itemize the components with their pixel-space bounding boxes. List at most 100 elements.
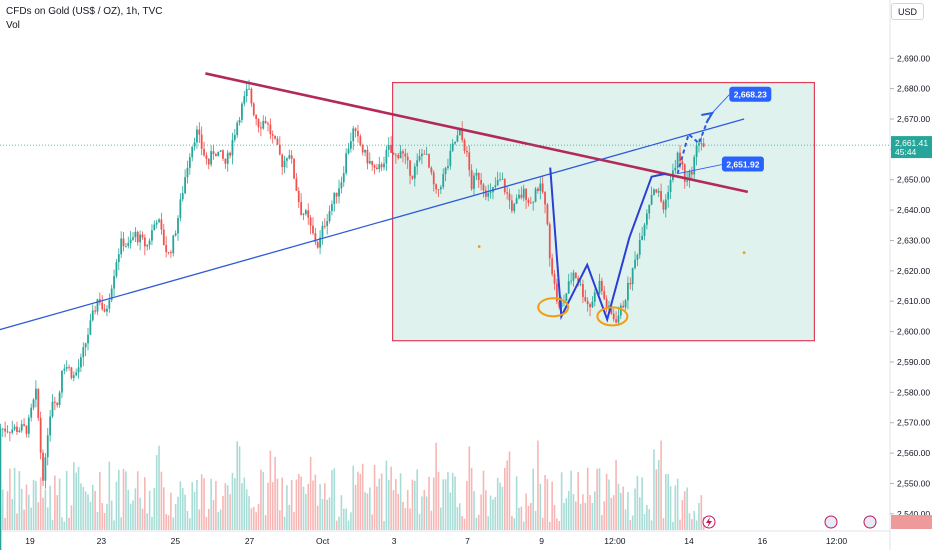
volume-bar: [520, 506, 523, 530]
candle-body: [274, 135, 276, 139]
us-flag-event-icon: [824, 515, 838, 529]
candle-body: [499, 179, 501, 181]
candle-body: [645, 213, 648, 225]
candle-body: [30, 407, 33, 418]
candle-body: [667, 192, 670, 200]
candle-body: [359, 136, 362, 146]
candle-body: [226, 152, 229, 164]
volume-bar: [234, 478, 236, 530]
volume-bar: [110, 500, 113, 530]
candle-body: [269, 124, 272, 135]
candle-body: [513, 203, 516, 211]
candle-body: [421, 153, 423, 157]
candle-body: [72, 375, 75, 378]
volume-bar: [522, 521, 525, 530]
candle-body: [323, 225, 326, 227]
volume-bar: [191, 482, 194, 530]
candle-body: [610, 305, 613, 314]
resistance-trendline: [205, 72, 749, 194]
volume-bar: [42, 497, 44, 530]
candle-body: [49, 416, 52, 436]
candle-body: [586, 301, 589, 305]
volume-bar: [350, 512, 352, 530]
volume-bar: [373, 464, 376, 530]
currency-button[interactable]: USD: [891, 3, 924, 20]
volume-bar: [177, 496, 179, 530]
volume-bar: [515, 476, 518, 530]
volume-bar: [293, 512, 295, 530]
candle-body: [380, 164, 383, 168]
candle-body: [553, 274, 556, 284]
volume-bar: [255, 512, 257, 530]
time-axis: 19 23 25 27 Oct 3 7 9 12:00 14 16 12:00: [25, 536, 847, 546]
volume-bar: [77, 466, 80, 530]
volume-bar: [506, 460, 508, 530]
candle-body: [174, 233, 177, 236]
candle-body: [115, 262, 118, 277]
volume-bar: [615, 459, 617, 530]
volume-bar: [409, 508, 411, 530]
volume-bar: [674, 485, 677, 530]
volume-bar: [222, 495, 224, 530]
volume-bar: [511, 515, 513, 530]
time-tick-label: 23: [97, 536, 107, 546]
candle-body: [162, 229, 165, 245]
candle-body: [288, 155, 291, 159]
volume-bar: [245, 489, 248, 530]
volume-bar: [480, 494, 482, 530]
volume-bar: [16, 513, 18, 530]
candle-body: [132, 237, 134, 240]
candle-body: [113, 276, 115, 289]
volume-bar: [99, 472, 101, 530]
volume-bar: [435, 442, 437, 530]
volume-bar: [108, 461, 111, 530]
candle-body: [428, 154, 430, 168]
candle-body: [210, 151, 213, 165]
volume-bar: [530, 502, 532, 530]
candle-body: [165, 244, 168, 253]
volume-bars: [0, 440, 705, 530]
candle-body: [127, 243, 130, 246]
candle-body: [470, 170, 473, 189]
volume-bar: [387, 479, 390, 530]
volume-bar: [627, 492, 629, 530]
volume-bar: [390, 466, 392, 530]
candle-body: [660, 191, 662, 202]
volume-bar: [563, 502, 565, 530]
candle-body: [437, 189, 440, 191]
volume-bar: [321, 498, 324, 530]
candle-body: [70, 367, 73, 378]
candle-body: [589, 304, 591, 308]
volume-bar: [46, 507, 49, 530]
volume-bar: [570, 470, 572, 530]
time-tick-label: 7: [465, 536, 470, 546]
volume-bar: [236, 441, 238, 530]
candle-body: [68, 366, 70, 368]
candle-body: [584, 297, 587, 302]
volume-bar: [395, 479, 397, 530]
volume-bar: [425, 496, 428, 530]
candle-body: [638, 240, 641, 255]
candle-body: [188, 157, 191, 168]
volume-bar: [662, 518, 665, 530]
volume-bar: [399, 473, 402, 530]
volume-bar: [371, 514, 373, 530]
candle-body: [264, 120, 267, 124]
volume-bar: [534, 510, 537, 530]
candle-body: [653, 189, 655, 195]
price-tick-label: 2,600.00: [897, 327, 930, 337]
volume-bar: [617, 483, 620, 530]
candle-body: [447, 165, 449, 168]
candle-body: [27, 417, 30, 434]
candle-body: [624, 300, 627, 308]
candle-body: [484, 190, 487, 197]
time-tick-label: 16: [758, 536, 768, 546]
volume-bar: [620, 492, 622, 530]
candle-body: [430, 167, 433, 173]
volume-bar: [444, 479, 447, 530]
volume-bar: [496, 477, 499, 530]
candle-body: [551, 258, 554, 275]
volume-bar: [23, 509, 25, 530]
chart-title: CFDs on Gold (US$ / OZ), 1h, TVC: [6, 6, 163, 17]
